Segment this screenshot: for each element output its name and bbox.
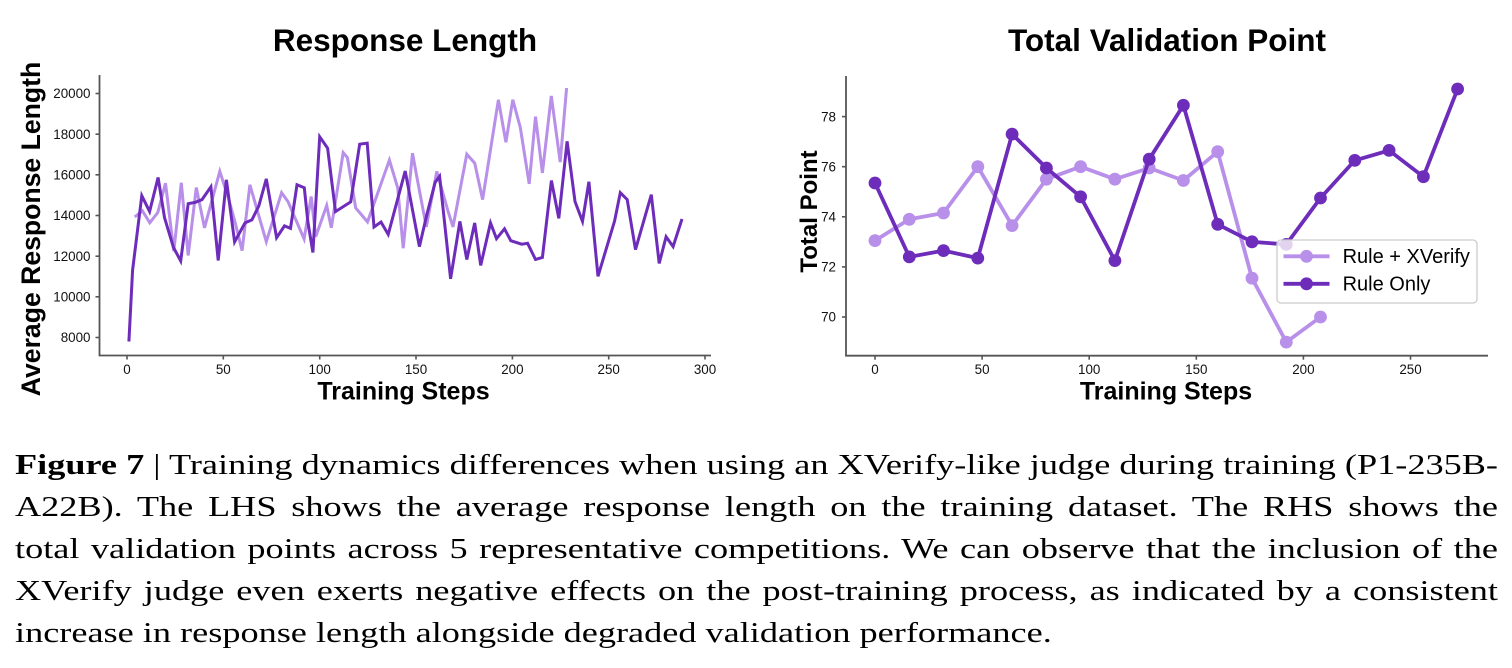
svg-text:16000: 16000	[53, 168, 90, 183]
svg-text:250: 250	[1399, 362, 1421, 377]
svg-text:70: 70	[821, 310, 836, 325]
svg-text:100: 100	[309, 362, 331, 377]
svg-text:150: 150	[405, 362, 427, 377]
svg-text:76: 76	[821, 159, 836, 174]
svg-text:Average Response Length: Average Response Length	[16, 62, 46, 396]
svg-text:72: 72	[821, 260, 836, 275]
svg-text:8000: 8000	[61, 330, 91, 345]
svg-text:50: 50	[216, 362, 231, 377]
svg-text:300: 300	[694, 362, 716, 377]
svg-text:Training Steps: Training Steps	[317, 378, 489, 406]
svg-text:10000: 10000	[53, 290, 90, 305]
svg-text:0: 0	[871, 362, 878, 377]
svg-text:100: 100	[1078, 362, 1100, 377]
svg-text:Response Length: Response Length	[273, 22, 537, 58]
svg-text:Rule + XVerify: Rule + XVerify	[1343, 246, 1470, 268]
svg-text:Total Point: Total Point	[796, 150, 823, 272]
svg-text:74: 74	[821, 210, 836, 225]
svg-text:Rule Only: Rule Only	[1343, 274, 1431, 296]
svg-text:50: 50	[975, 362, 990, 377]
svg-text:Total Validation Point: Total Validation Point	[1008, 22, 1326, 58]
svg-text:0: 0	[123, 362, 130, 377]
svg-text:200: 200	[501, 362, 523, 377]
svg-text:14000: 14000	[53, 208, 90, 223]
svg-text:20000: 20000	[53, 86, 90, 101]
svg-text:78: 78	[821, 109, 836, 124]
svg-text:18000: 18000	[53, 127, 90, 142]
svg-text:250: 250	[598, 362, 620, 377]
svg-text:12000: 12000	[53, 249, 90, 264]
svg-text:150: 150	[1185, 362, 1207, 377]
svg-text:Training Steps: Training Steps	[1080, 378, 1252, 406]
svg-text:200: 200	[1292, 362, 1314, 377]
